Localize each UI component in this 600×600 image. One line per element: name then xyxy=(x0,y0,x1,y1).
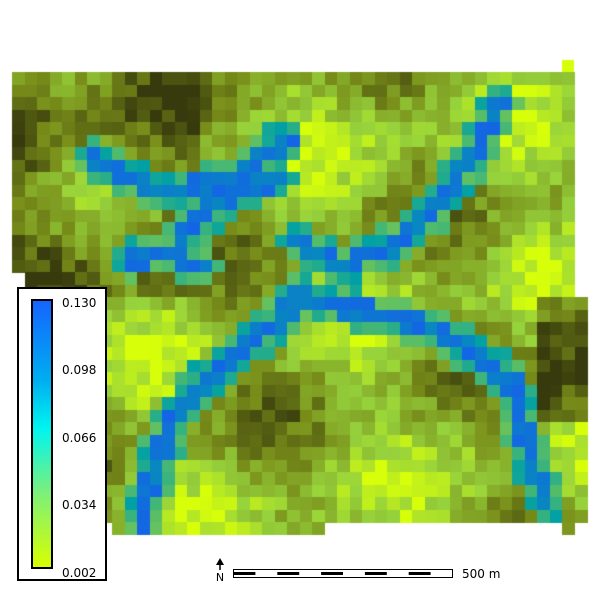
north-arrow-icon: N xyxy=(216,558,224,582)
legend-tick-4: 0.034 xyxy=(62,498,97,512)
legend-tick-min: 0.002 xyxy=(62,566,97,580)
scale-bar-label: 500 m xyxy=(462,567,501,581)
scale-bar-segment xyxy=(233,572,256,575)
legend-tick-2: 0.098 xyxy=(62,363,97,377)
north-arrow-label: N xyxy=(216,571,224,582)
colorbar-gradient xyxy=(31,299,53,569)
scale-bar-segment xyxy=(364,572,387,575)
scale-bar-segment xyxy=(321,572,343,575)
scale-bar-segment xyxy=(408,572,431,575)
colorbar-legend: 0.130 0.098 0.066 0.034 0.002 xyxy=(17,287,107,581)
legend-tick-max: 0.130 xyxy=(62,296,97,310)
scale-bar-segment xyxy=(277,572,300,575)
legend-tick-3: 0.066 xyxy=(62,431,97,445)
scale-bar xyxy=(233,569,453,578)
